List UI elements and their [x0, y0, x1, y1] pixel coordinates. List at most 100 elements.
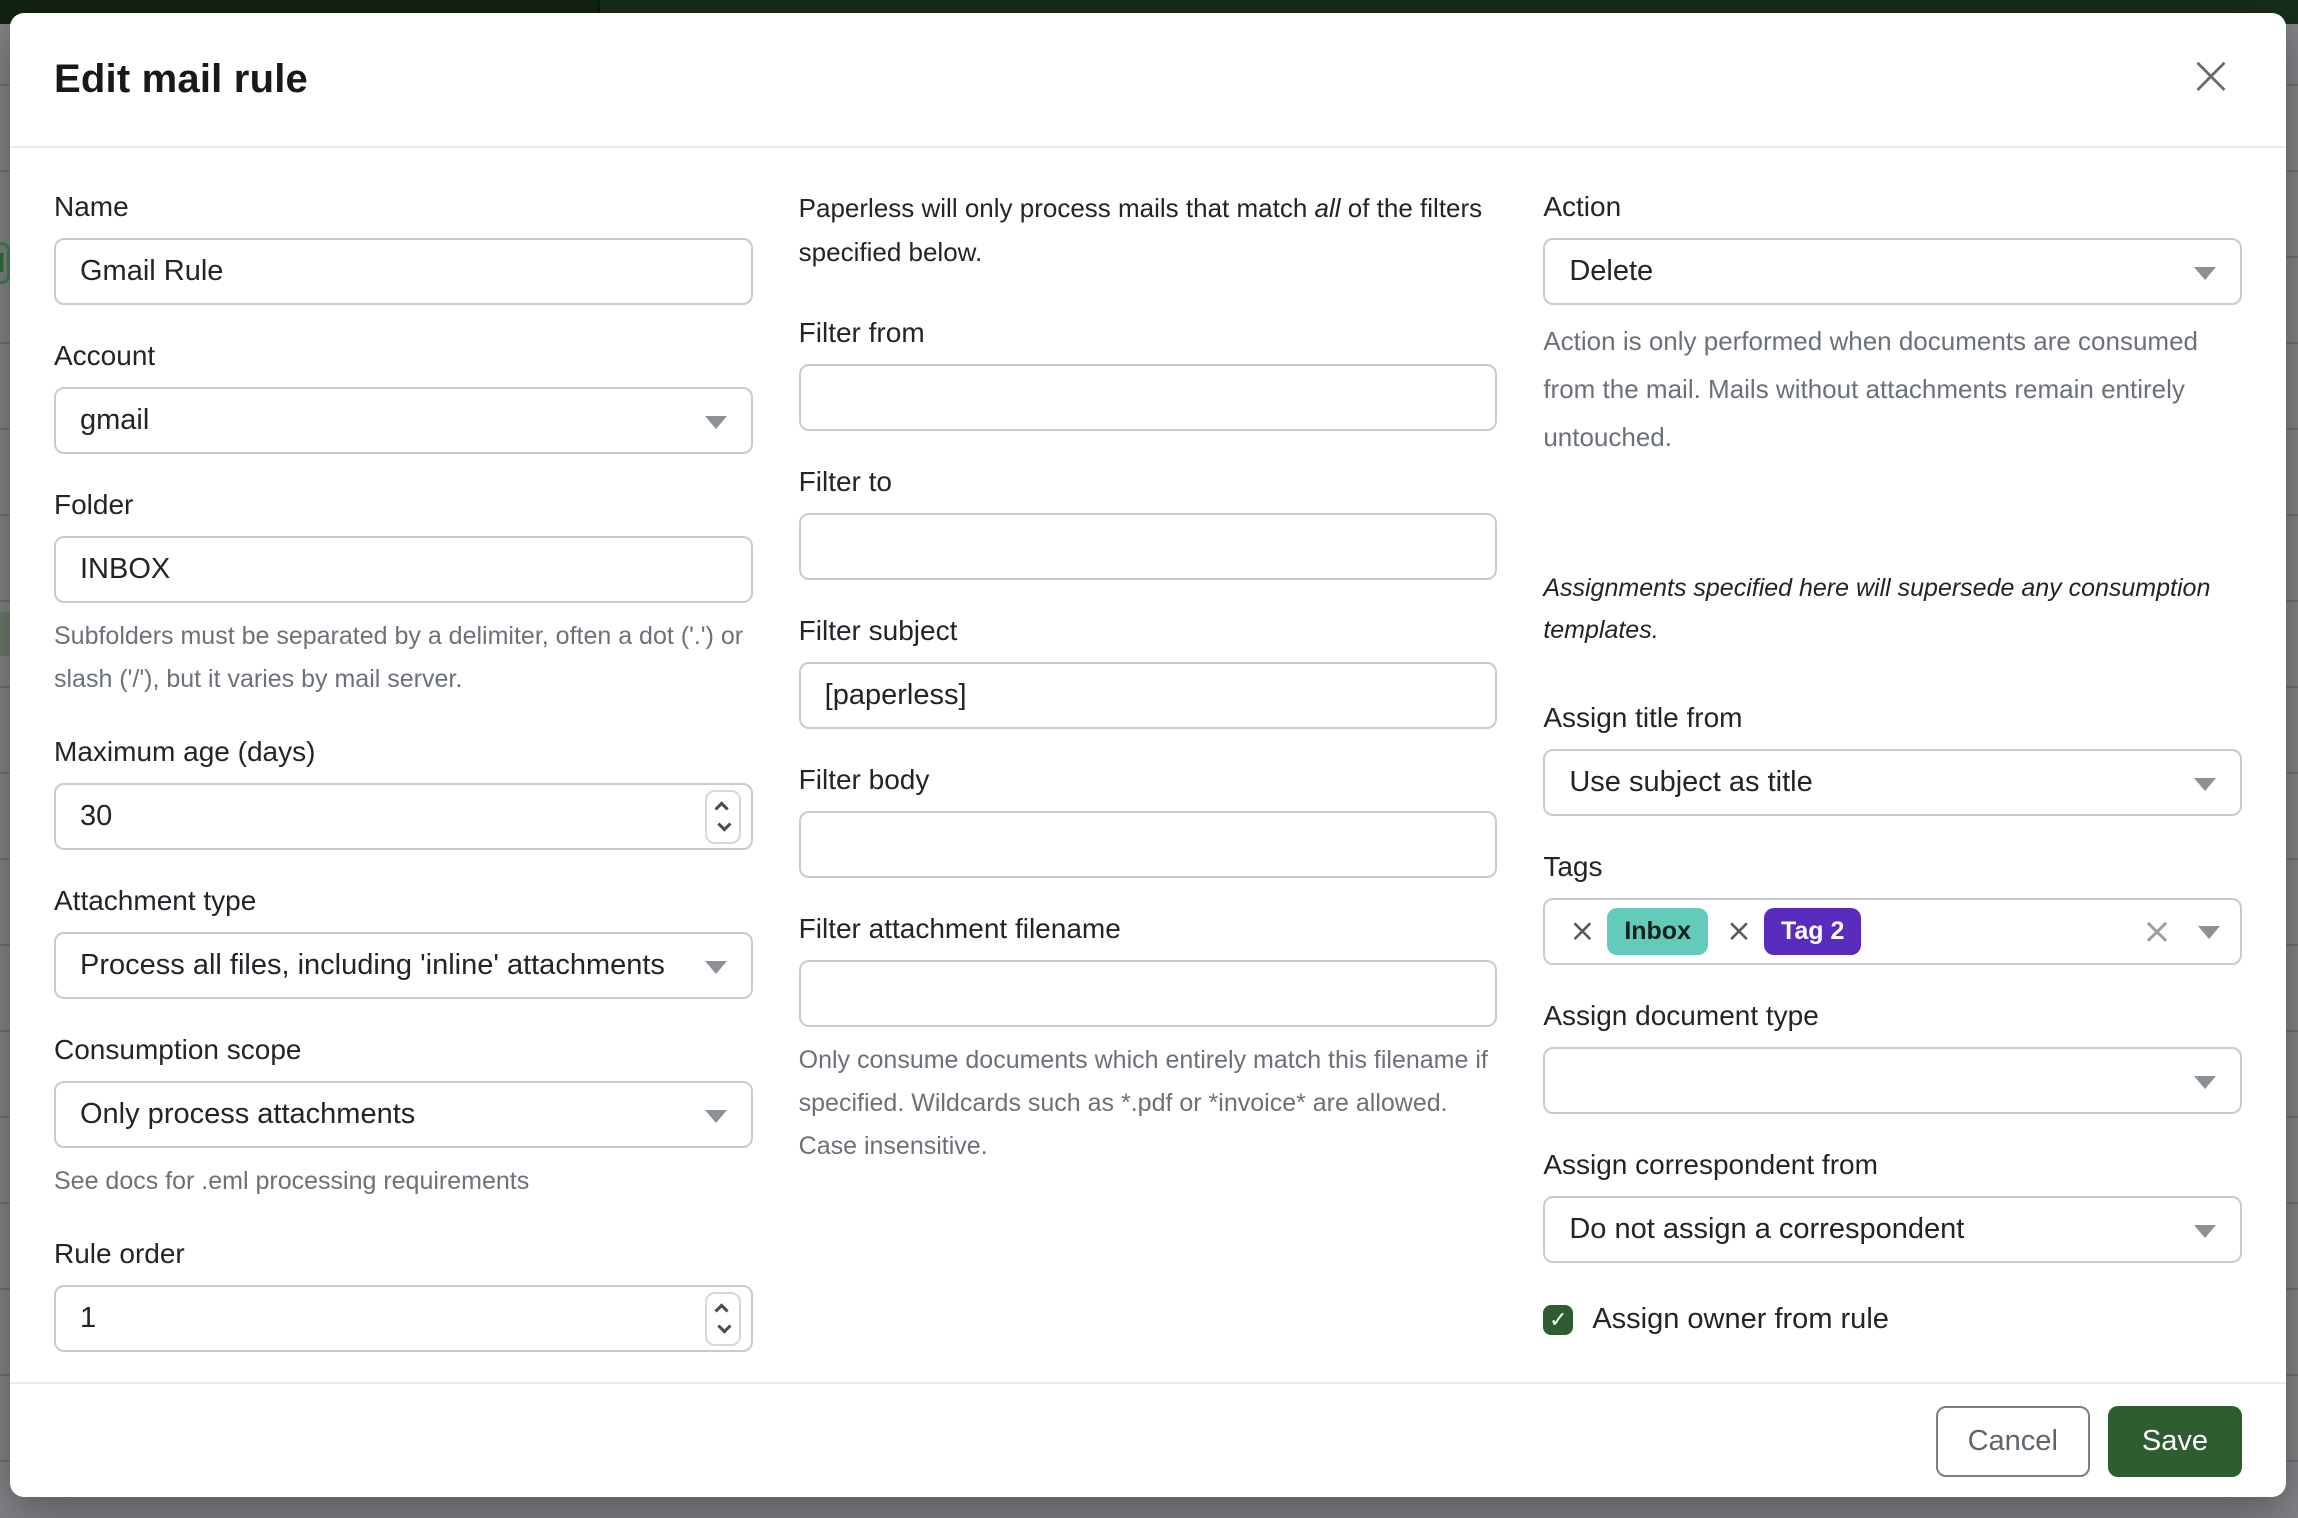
close-icon: × — [2187, 43, 2235, 108]
chevron-down-icon — [2194, 1224, 2216, 1238]
filters-intro-emphasis: all — [1314, 193, 1341, 223]
action-select[interactable]: Delete — [1543, 238, 2242, 305]
dialog-header: Edit mail rule × — [10, 13, 2286, 148]
consumption-scope-help-text: See docs for .eml processing requirement… — [54, 1167, 530, 1195]
filter-subject-input[interactable] — [798, 662, 1498, 729]
folder-group: Folder Subfolders must be separated by a… — [54, 484, 753, 701]
tags-group: Tags × Inbox × Tag 2 × — [1543, 846, 2242, 965]
save-button[interactable]: Save — [2107, 1406, 2242, 1477]
assign-document-type-group: Assign document type — [1543, 995, 2242, 1114]
folder-help-text: Subfolders must be separated by a delimi… — [54, 622, 744, 693]
action-selected-value: Delete — [1569, 255, 1654, 287]
chevron-down-icon — [704, 1109, 727, 1123]
assign-title-label: Assign title from — [1543, 702, 1743, 733]
close-button[interactable]: × — [2176, 41, 2246, 111]
filter-body-input[interactable] — [798, 811, 1498, 878]
assign-correspondent-group: Assign correspondent from Do not assign … — [1543, 1144, 2242, 1263]
attachment-type-selected-value: Process all files, including 'inline' at… — [80, 949, 665, 981]
filter-attachment-filename-label: Filter attachment filename — [798, 913, 1121, 944]
dialog-body: Name Account gmail Folder Subfolders mus… — [10, 148, 2286, 1382]
rule-order-group: Rule order — [54, 1233, 753, 1352]
filters-intro-prefix: Paperless will only process mails that m… — [798, 193, 1315, 223]
edit-mail-rule-dialog: Edit mail rule × Name Account gmail Fold… — [10, 13, 2286, 1497]
account-select[interactable]: gmail — [54, 387, 753, 454]
max-age-stepper[interactable] — [704, 789, 741, 844]
chevron-down-icon — [2194, 266, 2216, 280]
filter-to-input[interactable] — [798, 513, 1498, 580]
tags-label: Tags — [1543, 851, 1603, 882]
stepper-down-icon[interactable] — [716, 1319, 732, 1334]
filter-body-label: Filter body — [798, 764, 930, 795]
tag-chip: Inbox — [1607, 908, 1708, 955]
assign-correspondent-selected-value: Do not assign a correspondent — [1569, 1213, 1965, 1245]
column-actions: Action Delete Action is only performed w… — [1543, 186, 2242, 1382]
filter-subject-label: Filter subject — [798, 615, 958, 646]
assign-owner-checkbox[interactable] — [1543, 1304, 1574, 1335]
action-group: Action Delete Action is only performed w… — [1543, 186, 2242, 461]
assign-title-group: Assign title from Use subject as title — [1543, 697, 2242, 816]
name-group: Name — [54, 186, 753, 305]
chevron-down-icon — [704, 415, 727, 429]
column-general: Name Account gmail Folder Subfolders mus… — [54, 186, 753, 1382]
chevron-down-icon — [704, 960, 727, 974]
name-input[interactable] — [54, 238, 753, 305]
name-label: Name — [54, 191, 129, 222]
consumption-scope-select[interactable]: Only process attachments — [54, 1081, 753, 1148]
stepper-down-icon[interactable] — [716, 817, 732, 832]
stepper-up-icon[interactable] — [714, 801, 729, 816]
chevron-down-icon — [2194, 1075, 2216, 1089]
clear-all-tags-icon[interactable]: × — [2141, 910, 2172, 952]
filter-from-group: Filter from — [798, 312, 1498, 431]
attachment-type-select[interactable]: Process all files, including 'inline' at… — [54, 932, 753, 999]
filter-body-group: Filter body — [798, 759, 1498, 878]
rule-order-input[interactable] — [54, 1285, 753, 1352]
assign-owner-row: Assign owner from rule — [1543, 1303, 2242, 1336]
assign-document-type-label: Assign document type — [1543, 1000, 1819, 1031]
max-age-input[interactable] — [54, 783, 753, 850]
action-label: Action — [1543, 191, 1622, 222]
table-row-fragment — [0, 612, 10, 656]
account-group: Account gmail — [54, 335, 753, 454]
account-label: Account — [54, 340, 156, 371]
dialog-title: Edit mail rule — [54, 57, 308, 101]
remove-tag-icon[interactable]: × — [1569, 913, 1596, 949]
consumption-scope-label: Consumption scope — [54, 1034, 302, 1065]
assignments-note-text: Assignments specified here will supersed… — [1543, 574, 2211, 644]
account-selected-value: gmail — [80, 404, 150, 436]
consumption-scope-group: Consumption scope Only process attachmen… — [54, 1029, 753, 1203]
filter-from-label: Filter from — [798, 317, 925, 348]
filters-intro-suffix: of the filters specified below. — [798, 193, 1483, 267]
filter-attachment-filename-input[interactable] — [798, 960, 1498, 1027]
filter-to-group: Filter to — [798, 461, 1498, 580]
assign-correspondent-label: Assign correspondent from — [1543, 1149, 1878, 1180]
filter-subject-group: Filter subject — [798, 610, 1498, 729]
max-age-label: Maximum age (days) — [54, 736, 316, 767]
filter-attachment-filename-help-text: Only consume documents which entirely ma… — [798, 1046, 1488, 1160]
chevron-down-icon — [2194, 777, 2216, 791]
folder-label: Folder — [54, 489, 134, 520]
assign-title-selected-value: Use subject as title — [1569, 766, 1813, 798]
tag-chip: Tag 2 — [1763, 908, 1862, 955]
remove-tag-icon[interactable]: × — [1725, 913, 1752, 949]
column-filters: Paperless will only process mails that m… — [798, 186, 1498, 1382]
cancel-button[interactable]: Cancel — [1935, 1406, 2090, 1477]
filter-attachment-filename-group: Filter attachment filename Only consume … — [798, 908, 1498, 1168]
folder-input[interactable] — [54, 536, 753, 603]
attachment-type-group: Attachment type Process all files, inclu… — [54, 880, 753, 999]
filter-from-input[interactable] — [798, 364, 1498, 431]
rule-order-stepper[interactable] — [704, 1291, 741, 1346]
action-help-text: Action is only performed when documents … — [1543, 326, 2198, 452]
rule-order-label: Rule order — [54, 1238, 185, 1269]
dialog-footer: Cancel Save — [10, 1382, 2286, 1499]
consumption-scope-selected-value: Only process attachments — [80, 1098, 416, 1130]
max-age-group: Maximum age (days) — [54, 731, 753, 850]
attachment-type-label: Attachment type — [54, 885, 257, 916]
assign-correspondent-select[interactable]: Do not assign a correspondent — [1543, 1196, 2242, 1263]
assign-document-type-select[interactable] — [1543, 1047, 2242, 1114]
assign-title-select[interactable]: Use subject as title — [1543, 749, 2242, 816]
chevron-down-icon[interactable] — [2198, 926, 2220, 939]
stepper-up-icon[interactable] — [714, 1303, 729, 1318]
tags-multiselect[interactable]: × Inbox × Tag 2 × — [1543, 898, 2242, 965]
filter-to-label: Filter to — [798, 466, 893, 497]
filters-intro-text: Paperless will only process mails that m… — [799, 186, 1498, 274]
